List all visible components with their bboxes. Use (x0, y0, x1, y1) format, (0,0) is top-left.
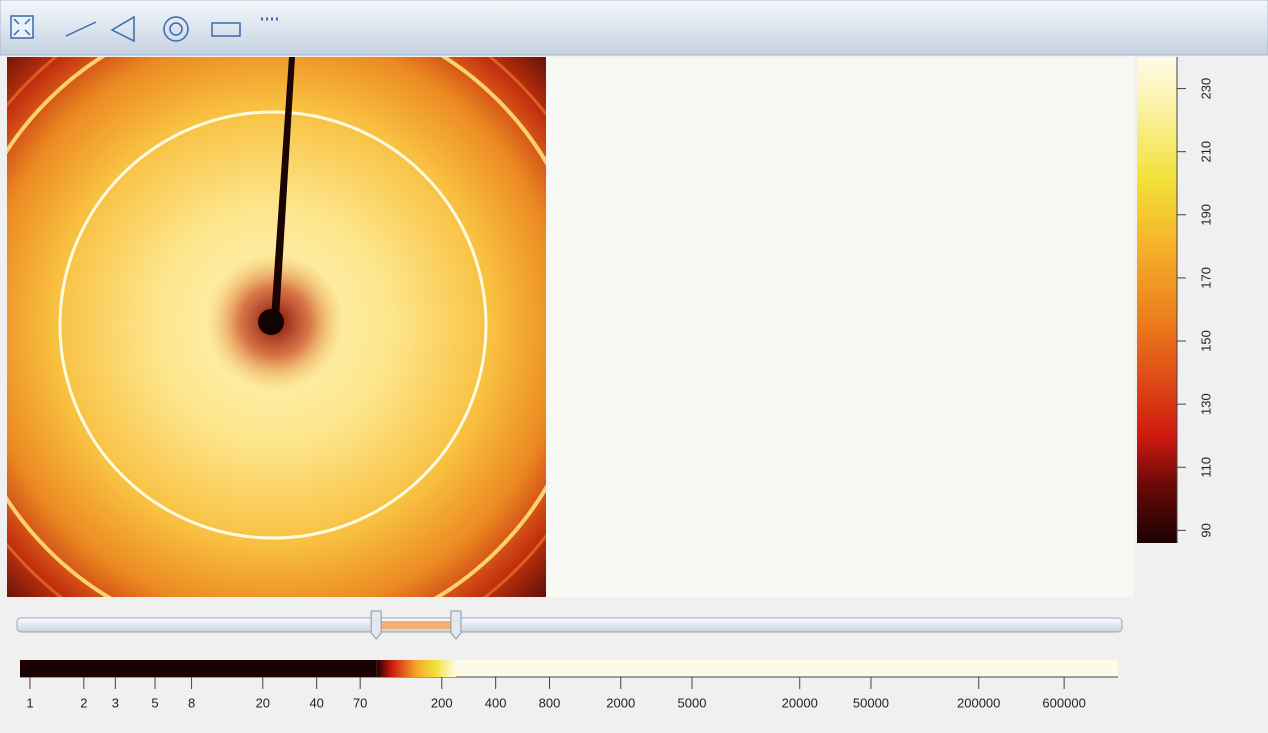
intensity-bar-low (20, 660, 376, 677)
intensity-tick-label: 3 (112, 695, 119, 710)
intensity-tick-label: 2 (80, 695, 87, 710)
intensity-tick-label: 70 (353, 695, 367, 710)
intensity-tick-label: 20 (256, 695, 270, 710)
colorbar-tick-label: 150 (1198, 330, 1213, 352)
intensity-tick-label: 400 (485, 695, 507, 710)
colorbar (1137, 57, 1177, 543)
intensity-tick-label: 2000 (606, 695, 635, 710)
slider-handle[interactable] (371, 611, 381, 639)
colorbar-tick-label: 190 (1198, 204, 1213, 226)
colorbar-tick-label: 210 (1198, 141, 1213, 163)
viewer: 90 110 130 150 170 190 210 230 1 2 3 5 8 20 40 70 200 400… (0, 0, 1268, 728)
intensity-tick-label: 800 (539, 695, 561, 710)
intensity-tick-label: 200000 (957, 695, 1000, 710)
colorbar-tick-label: 130 (1198, 393, 1213, 415)
intensity-bar-gradient (376, 660, 456, 677)
slider-selection (376, 621, 456, 629)
range-slider[interactable] (17, 618, 1122, 632)
colorbar-tick-label: 170 (1198, 267, 1213, 289)
view-area (546, 57, 1134, 597)
intensity-tick-label: 20000 (782, 695, 818, 710)
intensity-tick-label: 50000 (853, 695, 889, 710)
intensity-tick-label: 200 (431, 695, 453, 710)
fit-tool[interactable] (11, 16, 33, 38)
intensity-tick-label: 5 (151, 695, 158, 710)
slider-handle[interactable] (451, 611, 461, 639)
intensity-tick-label: 8 (188, 695, 195, 710)
colorbar-tick-label: 110 (1198, 457, 1213, 478)
intensity-tick-label: 600000 (1042, 695, 1085, 710)
colorbar-tick-label: 230 (1198, 78, 1213, 100)
colorbar-tick-label: 90 (1198, 523, 1213, 537)
intensity-tick-label: 40 (309, 695, 323, 710)
toolbar (0, 0, 1268, 55)
intensity-tick-label: 5000 (678, 695, 707, 710)
detector-image (0, 0, 618, 670)
intensity-tick-label: 1 (26, 695, 33, 710)
